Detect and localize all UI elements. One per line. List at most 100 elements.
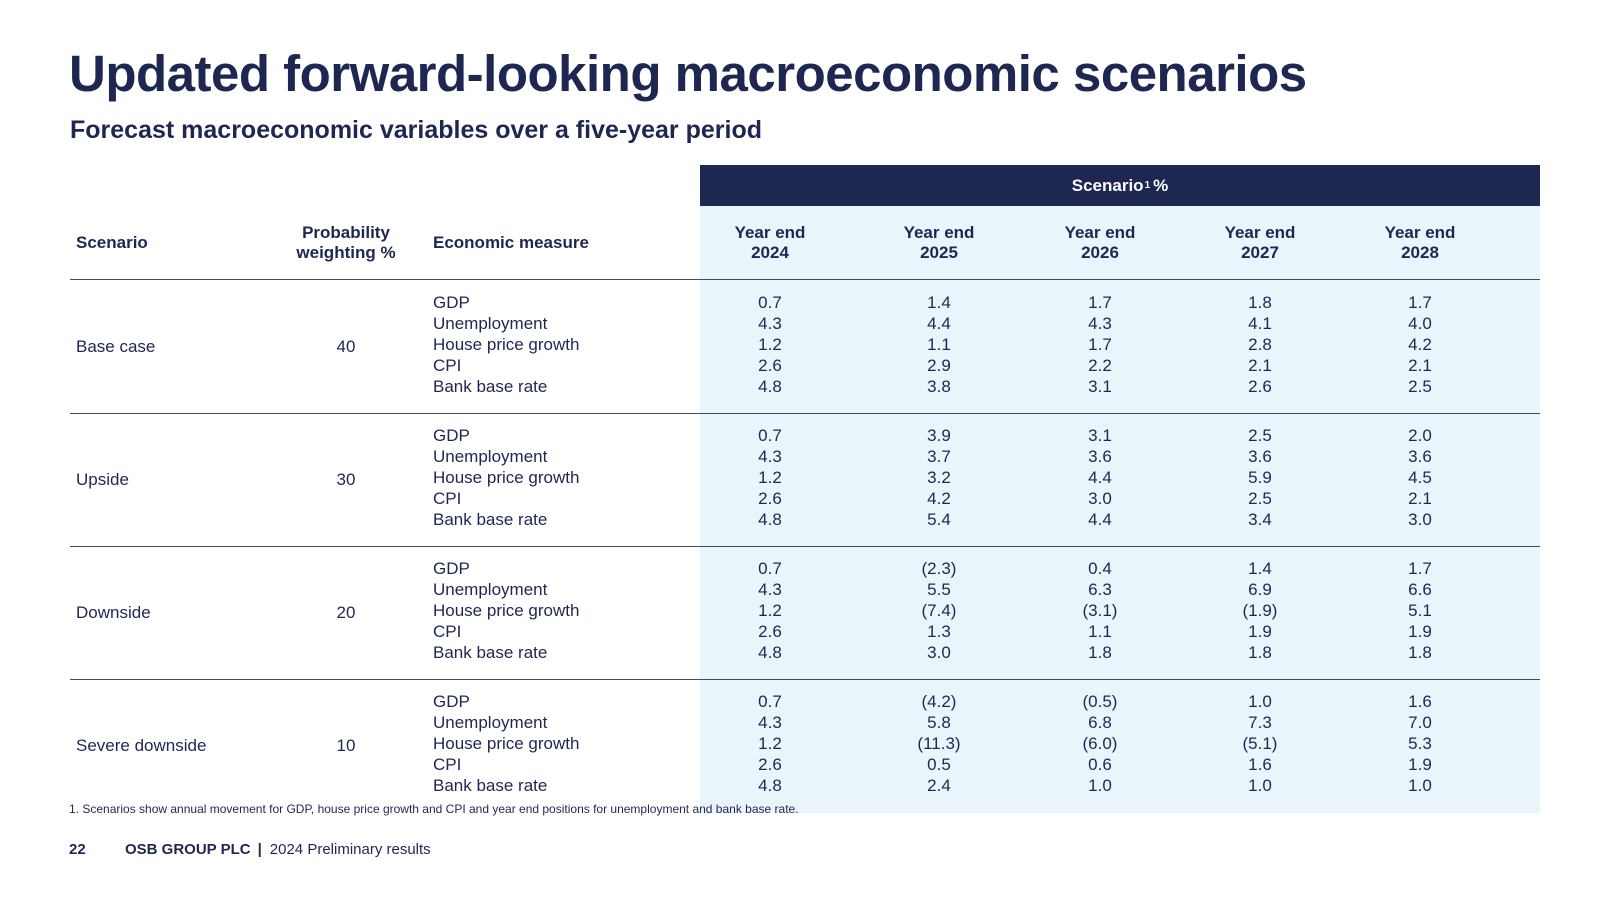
header-year-value: 2024 — [751, 242, 789, 262]
value-cell: (5.1) — [1242, 734, 1278, 753]
year-columns-shading — [700, 165, 1540, 813]
measure-label: House price growth — [433, 468, 580, 487]
header-year-label: Year end — [1384, 222, 1456, 242]
value-cell: 4.3 — [758, 447, 782, 466]
page-footer: 22 OSB GROUP PLC | 2024 Preliminary resu… — [69, 841, 431, 858]
value-cell: 0.4 — [1088, 559, 1112, 578]
measure-label: Unemployment — [433, 713, 548, 732]
value-cell: 0.7 — [758, 426, 782, 445]
scenario-banner-label: Scenario — [1071, 175, 1144, 195]
value-cell: 1.3 — [927, 622, 951, 641]
value-cell: 7.0 — [1408, 713, 1432, 732]
value-cell: 2.6 — [758, 489, 782, 508]
value-cell: 4.8 — [758, 643, 782, 662]
measure-list: GDP Unemployment House price growth CPI … — [433, 425, 579, 530]
header-year-label: Year end — [734, 222, 806, 242]
value-cell: 1.1 — [927, 335, 951, 354]
value-cell: 1.0 — [1248, 776, 1272, 795]
scenario-name: Base case — [76, 336, 156, 356]
value-cell: 4.3 — [1088, 314, 1112, 333]
value-cell: 1.6 — [1408, 692, 1432, 711]
value-cell: 3.8 — [927, 377, 951, 396]
value-cell: 2.9 — [927, 356, 951, 375]
value-cell: 6.8 — [1088, 713, 1112, 732]
values-2027: 1.0 7.3 (5.1) 1.6 1.0 — [1190, 691, 1330, 796]
value-cell: 1.8 — [1088, 643, 1112, 662]
header-year-value: 2025 — [920, 242, 958, 262]
value-cell: 6.6 — [1408, 580, 1432, 599]
value-cell: 2.5 — [1408, 377, 1432, 396]
value-cell: 2.2 — [1088, 356, 1112, 375]
values-2024: 0.7 4.3 1.2 2.6 4.8 — [700, 558, 840, 663]
scenario-banner: Scenario 1% — [700, 165, 1540, 206]
value-cell: 1.8 — [1248, 643, 1272, 662]
page-title: Updated forward-looking macroeconomic sc… — [69, 45, 1307, 102]
values-2028: 1.7 6.6 5.1 1.9 1.8 — [1350, 558, 1490, 663]
value-cell: 1.0 — [1408, 776, 1432, 795]
value-cell: 4.3 — [758, 580, 782, 599]
measure-label: GDP — [433, 692, 470, 711]
value-cell: 3.0 — [1088, 489, 1112, 508]
header-year-2026: Year end 2026 — [1030, 206, 1170, 279]
measure-list: GDP Unemployment House price growth CPI … — [433, 691, 579, 796]
header-year-label: Year end — [1224, 222, 1296, 242]
value-cell: 3.1 — [1088, 377, 1112, 396]
values-2027: 1.8 4.1 2.8 2.1 2.6 — [1190, 292, 1330, 397]
header-probability-line1: Probability — [302, 222, 390, 242]
value-cell: 3.0 — [927, 643, 951, 662]
measure-label: Unemployment — [433, 580, 548, 599]
value-cell: (3.1) — [1082, 601, 1118, 620]
scenario-banner-unit: % — [1153, 175, 1169, 195]
value-cell: (0.5) — [1082, 692, 1118, 711]
value-cell: 1.4 — [1248, 559, 1272, 578]
values-2027: 1.4 6.9 (1.9) 1.9 1.8 — [1190, 558, 1330, 663]
value-cell: 5.5 — [927, 580, 951, 599]
value-cell: (4.2) — [921, 692, 957, 711]
value-cell: 1.8 — [1248, 293, 1272, 312]
measure-label: CPI — [433, 356, 462, 375]
value-cell: 4.2 — [927, 489, 951, 508]
value-cell: 2.5 — [1248, 426, 1272, 445]
value-cell: 3.9 — [927, 426, 951, 445]
value-cell: 2.6 — [1248, 377, 1272, 396]
scenario-name: Upside — [76, 469, 129, 489]
value-cell: 4.1 — [1248, 314, 1272, 333]
values-2028: 2.0 3.6 4.5 2.1 3.0 — [1350, 425, 1490, 530]
value-cell: 4.4 — [927, 314, 951, 333]
measure-label: CPI — [433, 489, 462, 508]
scenario-name: Downside — [76, 602, 151, 622]
value-cell: 3.6 — [1408, 447, 1432, 466]
scenario-banner-footnote-marker: 1 — [1144, 180, 1151, 191]
value-cell: 1.0 — [1088, 776, 1112, 795]
values-2026: 1.7 4.3 1.7 2.2 3.1 — [1030, 292, 1170, 397]
value-cell: 1.9 — [1408, 622, 1432, 641]
value-cell: 3.2 — [927, 468, 951, 487]
measure-label: Bank base rate — [433, 510, 548, 529]
value-cell: 1.2 — [758, 601, 782, 620]
values-2026: 3.1 3.6 4.4 3.0 4.4 — [1030, 425, 1170, 530]
value-cell: 2.1 — [1408, 356, 1432, 375]
value-cell: 2.8 — [1248, 335, 1272, 354]
measure-label: House price growth — [433, 335, 580, 354]
value-cell: 4.3 — [758, 314, 782, 333]
value-cell: 5.4 — [927, 510, 951, 529]
header-year-value: 2027 — [1241, 242, 1279, 262]
value-cell: 1.7 — [1408, 293, 1432, 312]
value-cell: 4.8 — [758, 377, 782, 396]
value-cell: 0.7 — [758, 559, 782, 578]
probability-weighting: 40 — [336, 336, 356, 356]
footer-separator: | — [257, 841, 262, 858]
measure-label: GDP — [433, 559, 470, 578]
header-probability-weighting: Probability weighting % — [270, 206, 422, 279]
value-cell: 0.7 — [758, 692, 782, 711]
value-cell: 1.4 — [927, 293, 951, 312]
scenario-group-base-case: Base case 40 GDP Unemployment House pric… — [70, 280, 1540, 414]
value-cell: 3.0 — [1408, 510, 1432, 529]
value-cell: 4.4 — [1088, 510, 1112, 529]
value-cell: 3.6 — [1248, 447, 1272, 466]
value-cell: 1.7 — [1408, 559, 1432, 578]
value-cell: 0.5 — [927, 755, 951, 774]
probability-weighting: 10 — [336, 735, 356, 755]
probability-weighting: 30 — [336, 469, 356, 489]
header-year-value: 2028 — [1401, 242, 1439, 262]
